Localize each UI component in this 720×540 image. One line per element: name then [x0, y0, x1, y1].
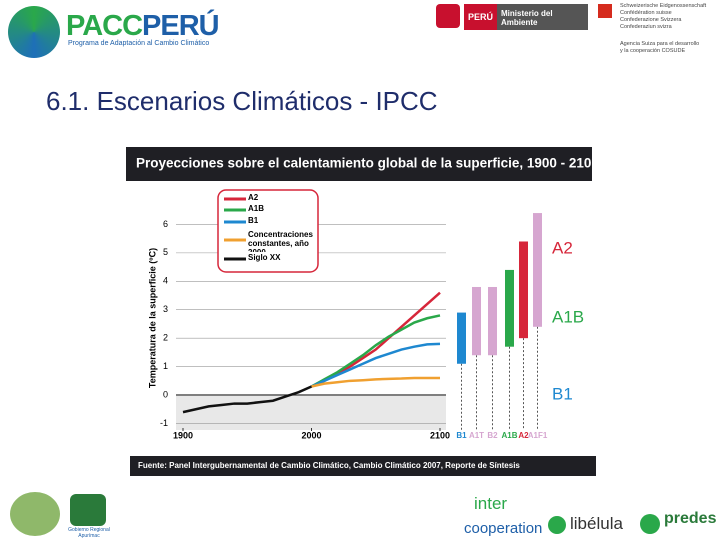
- range-label: A1T: [469, 431, 484, 440]
- chart-title: Proyecciones sobre el calentamiento glob…: [136, 156, 599, 171]
- series-line: [182, 385, 313, 414]
- country: PERÚ: [464, 4, 498, 30]
- libelula-icon: [548, 516, 566, 534]
- range-label: B2: [487, 431, 498, 440]
- swiss-line: Confédération suisse: [620, 10, 672, 16]
- y-tick-label: 5: [163, 247, 168, 257]
- logo-1: [10, 492, 60, 536]
- x-tick-label: 1900: [173, 430, 193, 440]
- legend-label: Siglo XX: [248, 253, 281, 262]
- partner-predes: predes: [664, 510, 717, 527]
- annotation: A2: [552, 238, 573, 257]
- y-tick-label: 4: [163, 276, 168, 286]
- annotation: A1B: [552, 307, 584, 326]
- legend-item: Concentraciones constantes, año 2000: [248, 230, 313, 252]
- below-zero: [176, 396, 446, 430]
- series-line: [310, 314, 441, 388]
- series-line: [311, 376, 440, 388]
- brand-subtitle: Programa de Adaptación al Cambio Climáti…: [68, 40, 210, 47]
- title-bar: [126, 147, 592, 181]
- region: Gobierno Regional Apurímac: [68, 527, 110, 539]
- x-tick-label: 2000: [301, 430, 321, 440]
- legend-label: B1: [248, 216, 259, 225]
- brand-a: PACC: [66, 10, 143, 42]
- range-bar: [533, 213, 542, 327]
- y-tick-label: 2: [163, 333, 168, 343]
- swiss-line: Confederazione Svizzera: [620, 17, 682, 23]
- y-tick-label: 3: [163, 304, 168, 314]
- y-tick-label: 6: [163, 219, 168, 229]
- range-label: A1B: [501, 431, 517, 440]
- range-bar: [457, 312, 466, 364]
- shield: [436, 4, 460, 28]
- brand: PACCPERÚ: [66, 10, 220, 43]
- legend-label: Concentraciones constantes, año 2000: [248, 230, 313, 252]
- y-tick-label: -1: [160, 418, 168, 428]
- swiss-line: Confederaziun svizra: [620, 24, 672, 30]
- partner-cooperation: cooperation: [464, 520, 543, 537]
- brand-logo: [8, 6, 60, 58]
- slide-title: 6.1. Escenarios Climáticos - IPCC: [46, 86, 438, 116]
- brand-b: PERÚ: [142, 10, 220, 42]
- x-tick-label: 2100: [430, 430, 450, 440]
- y-axis-label: Temperatura de la superficie (ºC): [147, 248, 157, 388]
- range-bar: [519, 241, 528, 339]
- legend-item: B1: [248, 216, 259, 225]
- y-tick-label: 1: [163, 361, 168, 371]
- y-tick-label: 0: [163, 389, 168, 399]
- swiss-line: Schweizerische Eidgenossenschaft: [620, 3, 707, 9]
- legend-item: Siglo XX: [248, 253, 281, 262]
- annotation: B1: [552, 384, 573, 403]
- source-bar: [130, 456, 596, 476]
- range-bar: [505, 269, 514, 347]
- range-label: A1F1: [528, 431, 548, 440]
- legend-item: A1B: [248, 204, 265, 213]
- range-bar: [472, 286, 481, 356]
- agency: Agencia Suiza para el desarrollo y la co…: [620, 41, 700, 54]
- range-bar: [488, 286, 497, 356]
- logo-2: [70, 494, 106, 526]
- swiss-text: Schweizerische Eidgenossenschaft Confédér…: [620, 3, 706, 31]
- range-label: A2: [518, 431, 529, 440]
- legend-item: A2: [248, 193, 259, 202]
- partner-inter: inter: [474, 494, 508, 513]
- legend-label: A1B: [248, 204, 265, 213]
- partner-libelula: libélula: [570, 514, 623, 533]
- ministry: Ministerio del Ambiente: [501, 9, 553, 27]
- ministry-box: PERÚ Ministerio del Ambiente: [464, 4, 588, 30]
- source: Fuente: Panel Intergubernamental de Camb…: [138, 461, 520, 470]
- legend-label: A2: [248, 193, 259, 202]
- range-label: B1: [456, 431, 467, 440]
- swiss-flag: [598, 4, 612, 18]
- predes-icon: [640, 514, 660, 534]
- series-line: [310, 342, 441, 388]
